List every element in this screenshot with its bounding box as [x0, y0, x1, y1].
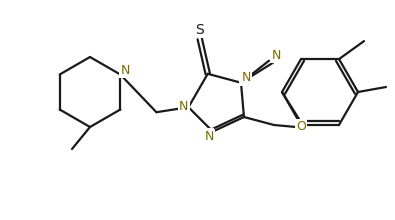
Text: N: N: [205, 130, 214, 143]
Text: S: S: [196, 23, 204, 37]
Text: N: N: [240, 72, 250, 85]
Text: N: N: [241, 71, 251, 84]
Text: N: N: [120, 64, 130, 77]
Text: N: N: [271, 49, 281, 62]
Text: O: O: [296, 119, 306, 132]
Text: N: N: [204, 129, 213, 142]
Text: N: N: [180, 101, 189, 114]
Text: N: N: [179, 100, 188, 113]
Text: N: N: [120, 64, 129, 77]
Text: O: O: [296, 119, 306, 132]
Text: S: S: [196, 23, 204, 37]
